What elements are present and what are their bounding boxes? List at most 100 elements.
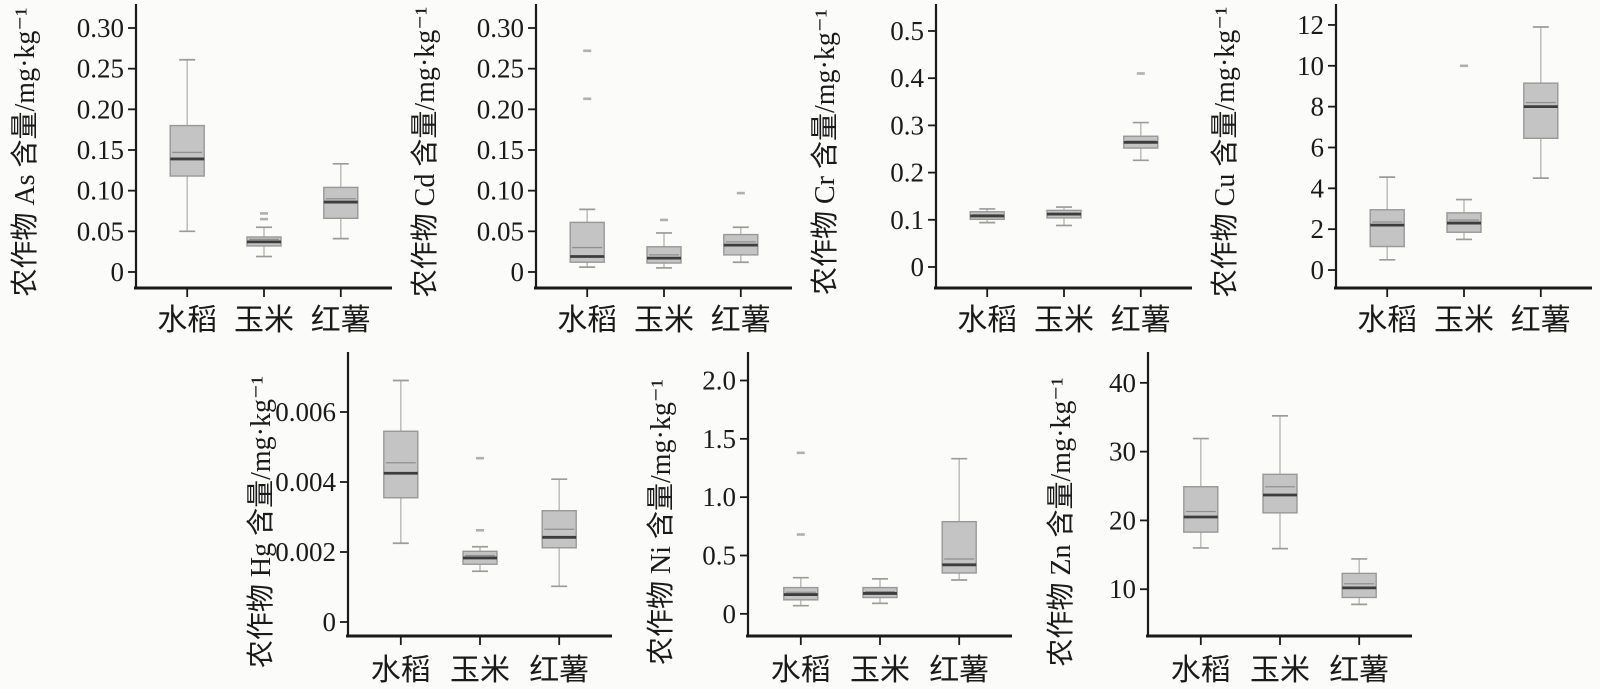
chart-cu-boxplot: 0 2 4 6 8 10 12 农作物 Cu 含量/mg·kg⁻¹ 水稻 玉米 红薯 [1200,0,1600,340]
chart-cr-boxplot: 0 0.1 0.2 0.3 0.4 0.5 农作物 Cr 含量/mg·kg⁻¹ 水稻 玉米 红薯 [800,0,1200,340]
y-tick-label: 0.1 [890,205,924,235]
y-tick-label: 0.15 [477,135,524,165]
y-tick-label: 1.5 [702,424,736,454]
y-tick-label: 6 [1311,132,1325,162]
boxplot-svg-zn: 10 20 30 40 农作物 Zn 含量/mg·kg⁻¹ 水稻 玉米 红薯 [1045,352,1412,687]
y-tick-label: 0.15 [77,135,124,165]
boxplot-svg-ni: 0 0.5 1.0 1.5 2.0 农作物 Ni 含量/mg·kg⁻¹ 水稻 玉米 红薯 [645,352,1012,687]
box-group-hg-rice [383,379,419,545]
y-tick-label: 1.0 [702,482,736,512]
box-group-zn-sweet-potato [1341,558,1377,606]
y-tick-label: 0.4 [890,63,924,93]
y-tick-label: 0 [511,257,525,287]
y-tick-label: 2 [1311,214,1325,244]
y-axis-title: 农作物 Zn 含量/mg·kg⁻¹ [1045,377,1077,666]
y-tick-label: 0.25 [77,54,124,84]
y-tick-label: 10 [1109,574,1136,604]
box-group-cr-rice [969,208,1005,224]
iqr-box [169,124,205,177]
y-tick-label: 0.30 [477,13,524,43]
x-category-label-rice: 水稻 [557,304,617,337]
x-category-label-corn: 玉米 [234,304,294,337]
box-group-cu-rice [1369,176,1405,261]
x-category-label-rice: 水稻 [771,654,831,687]
box-group-cu-corn [1446,64,1482,241]
box-group-hg-sweet-potato [541,478,577,588]
y-axis-title: 农作物 Cr 含量/mg·kg⁻¹ [809,9,841,295]
x-category-label-sweet-potato: 红薯 [1111,304,1171,337]
y-tick-label: 0.10 [77,176,124,206]
y-axis-title: 农作物 Cd 含量/mg·kg⁻¹ [409,7,441,298]
y-tick-label: 30 [1109,437,1136,467]
y-axis-title: 农作物 Hg 含量/mg·kg⁻¹ [245,376,277,668]
x-category-label-corn: 玉米 [1250,654,1310,687]
y-tick-label: 20 [1109,505,1136,535]
x-category-label-sweet-potato: 红薯 [1329,654,1389,687]
y-tick-label: 0.30 [77,13,124,43]
x-category-label-rice: 水稻 [371,654,431,687]
y-tick-label: 0.20 [77,94,124,124]
y-tick-label: 2.0 [702,366,736,396]
x-category-label-rice: 水稻 [1171,654,1231,687]
iqr-box [1341,572,1377,599]
y-tick-label: 4 [1311,173,1325,203]
y-axis-title: 农作物 As 含量/mg·kg⁻¹ [9,7,41,296]
y-tick-label: 0.5 [702,541,736,571]
box-group-as-sweet-potato [323,162,359,240]
x-category-label-corn: 玉米 [1034,304,1094,337]
y-tick-label: 8 [1311,92,1325,122]
boxplot-svg-cd: 0 0.05 0.10 0.15 0.20 0.25 0.30 农作物 Cd 含量/mg·kg… [409,4,792,337]
y-tick-label: 40 [1109,368,1136,398]
box-group-cu-sweet-potato [1523,26,1559,179]
x-category-label-sweet-potato: 红薯 [311,304,371,337]
y-tick-label: 0.3 [890,110,924,140]
iqr-box [383,430,419,499]
chart-ni-boxplot: 0 0.5 1.0 1.5 2.0 农作物 Ni 含量/mg·kg⁻¹ 水稻 玉米 红薯 [640,340,1040,689]
y-tick-label: 0.05 [477,216,524,246]
y-tick-label: 0.2 [890,158,924,188]
chart-zn-boxplot: 10 20 30 40 农作物 Zn 含量/mg·kg⁻¹ 水稻 玉米 红薯 [1040,340,1440,689]
y-tick-label: 0.05 [77,216,124,246]
box-group-zn-rice [1183,437,1219,549]
box-group-zn-corn [1262,415,1298,550]
x-category-label-rice: 水稻 [157,304,217,337]
iqr-box [1369,209,1405,248]
chart-cd-boxplot: 0 0.05 0.10 0.15 0.20 0.25 0.30 农作物 Cd 含量/mg·kg… [400,0,800,340]
box-group-cd-rice [569,49,605,268]
box-group-ni-corn [862,577,898,605]
y-tick-label: 0.25 [477,54,524,84]
y-tick-label: 0 [911,252,925,282]
box-group-cd-corn [646,218,682,269]
figure-row-top: 0 0.05 0.10 0.15 0.20 0.25 0.30 农作物 As 含量/mg·kg… [0,0,1600,340]
x-category-label-rice: 水稻 [1357,304,1417,337]
y-tick-label: 10 [1297,51,1324,81]
box-group-ni-rice [783,451,819,607]
y-tick-label: 0.006 [275,397,336,427]
figure-row-bottom: 0 0.002 0.004 0.006 农作物 Hg 含量/mg·kg⁻¹ 水稻 玉米 红薯 … [240,340,1600,689]
y-tick-label: 0 [323,607,337,637]
x-category-label-rice: 水稻 [957,304,1017,337]
y-tick-label: 0 [1311,255,1325,285]
x-category-label-sweet-potato: 红薯 [529,654,589,687]
y-tick-label: 0 [111,257,125,287]
chart-hg-boxplot: 0 0.002 0.004 0.006 农作物 Hg 含量/mg·kg⁻¹ 水稻 玉米 红薯 [240,340,640,689]
x-category-label-corn: 玉米 [634,304,694,337]
y-tick-label: 0.20 [477,94,524,124]
iqr-box [1523,82,1559,139]
x-category-label-sweet-potato: 红薯 [1511,304,1571,337]
box-group-cr-corn [1046,206,1082,227]
y-tick-label: 0.10 [477,176,524,206]
box-group-hg-corn [462,456,498,573]
y-axis-title: 农作物 Ni 含量/mg·kg⁻¹ [645,379,677,665]
y-tick-label: 0.004 [275,467,336,497]
box-group-as-rice [169,58,205,233]
boxplot-svg-as: 0 0.05 0.10 0.15 0.20 0.25 0.30 农作物 As 含量/mg·kg… [9,4,392,337]
x-category-label-corn: 玉米 [1434,304,1494,337]
y-tick-label: 0.5 [890,16,924,46]
x-category-label-sweet-potato: 红薯 [711,304,771,337]
y-axis-title: 农作物 Cu 含量/mg·kg⁻¹ [1209,7,1241,298]
box-group-ni-sweet-potato [941,457,977,581]
x-category-label-corn: 玉米 [450,654,510,687]
